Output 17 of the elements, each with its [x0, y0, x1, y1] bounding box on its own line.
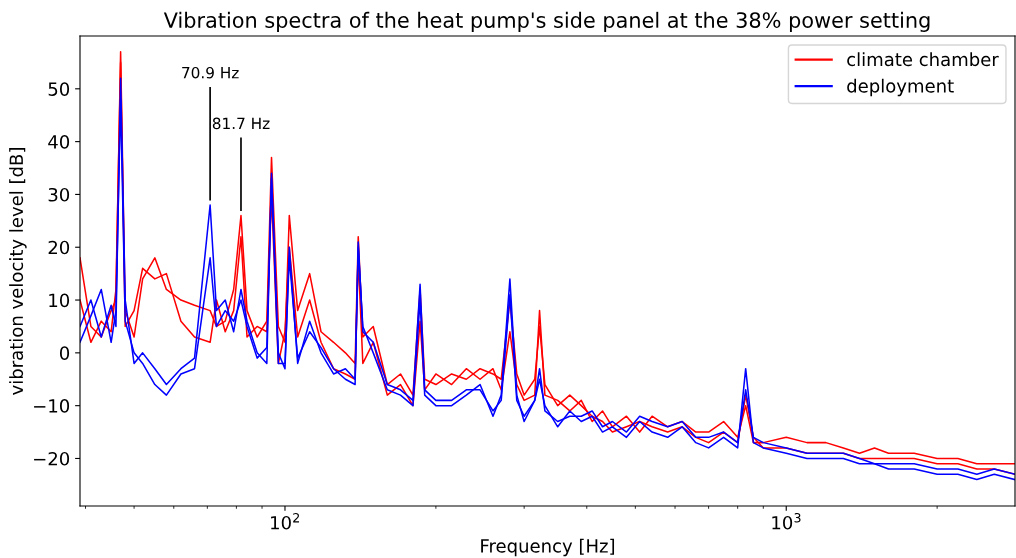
x-tick-label: 10$^{2}$: [271, 513, 300, 530]
y-tick-label: 40: [48, 135, 70, 149]
y-tick-label: 10: [49, 293, 70, 308]
legend-label: deployment: [847, 78, 954, 97]
x-axis-title: Frequency [Hz]: [481, 538, 615, 557]
x-tick-label: 10$^{3}$: [772, 513, 801, 530]
y-tick-label: −20: [34, 451, 70, 466]
annotation: 70.9 Hz: [182, 66, 239, 79]
y-tick-label: 0: [59, 346, 70, 360]
y-tick-label: 20: [48, 240, 70, 255]
chart-title: Vibration spectra of the heat pump's side panel at the 38% power setting: [163, 11, 930, 32]
y-axis-title: vibration velocity level [dB]: [9, 148, 27, 395]
y-tick-label: −10: [34, 399, 70, 413]
y-tick-label: 50: [48, 82, 70, 96]
annotation: 81.7 Hz: [212, 117, 270, 130]
y-tick-label: 30: [48, 187, 70, 202]
legend-label: climate chamber: [847, 52, 999, 67]
